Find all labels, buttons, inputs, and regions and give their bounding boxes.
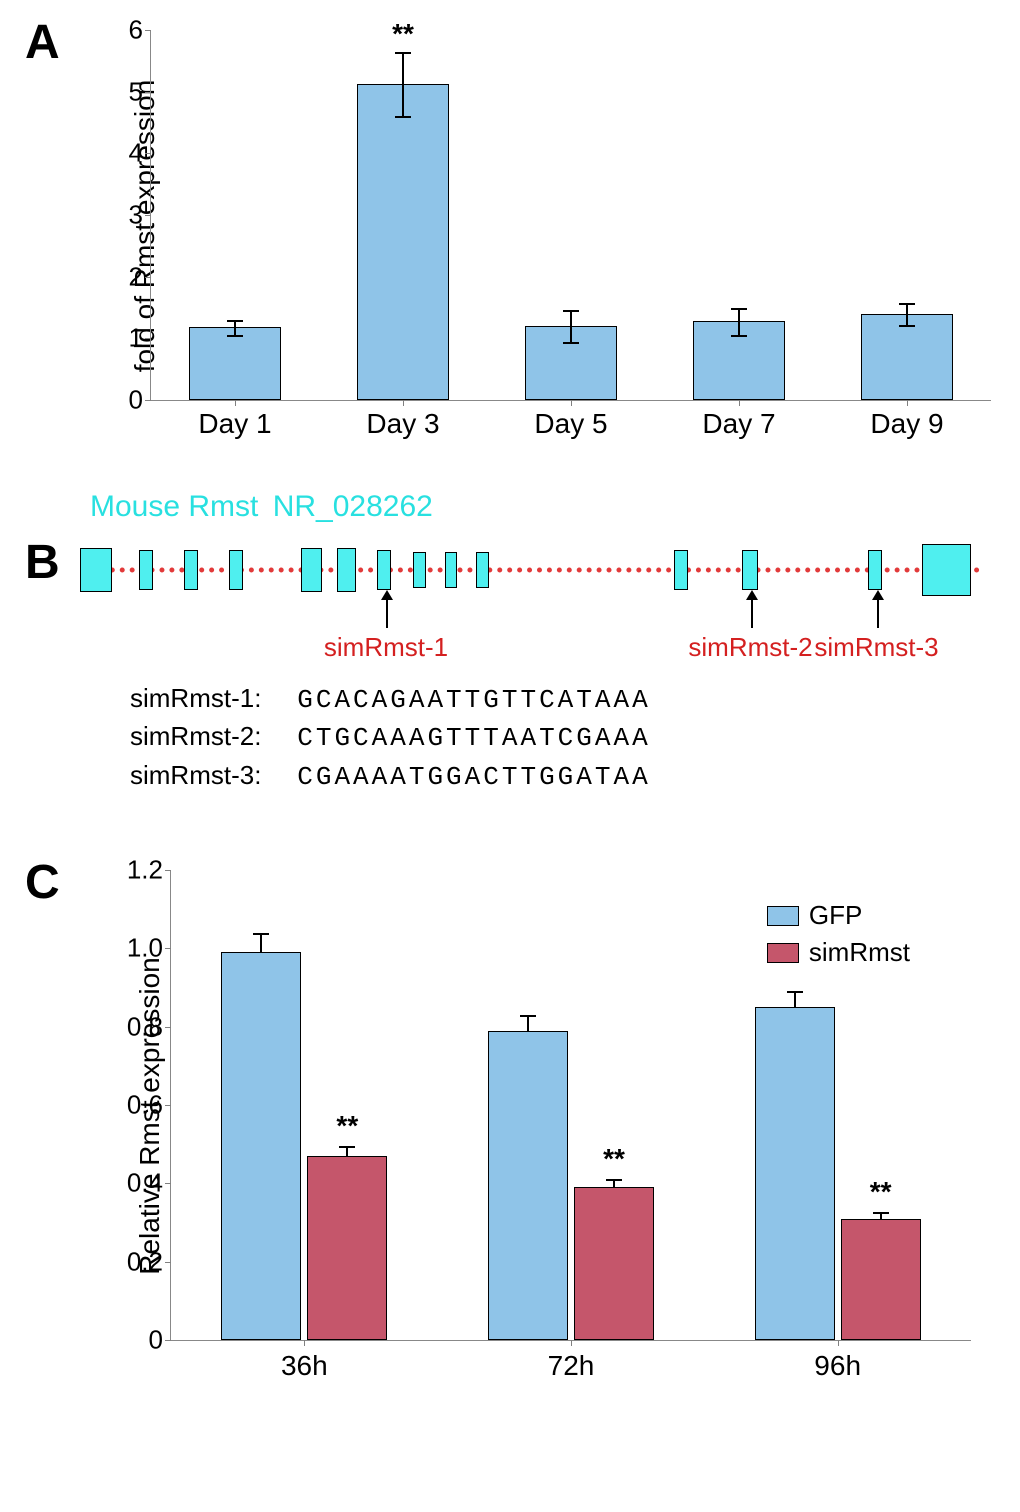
legend-label: simRmst xyxy=(809,937,910,968)
seq-name: simRmst-1: xyxy=(130,680,290,716)
panel-c-label: C xyxy=(25,855,60,910)
significance-marker: ** xyxy=(870,1176,892,1208)
gene-intron-line xyxy=(80,568,980,573)
legend-swatch xyxy=(767,943,799,963)
bar xyxy=(307,1156,387,1340)
panel-a-chart: 0123456Day 1**Day 3Day 5Day 7Day 9 xyxy=(150,30,990,400)
panel-b-label: B xyxy=(25,535,60,590)
exon xyxy=(80,548,112,592)
legend-item: simRmst xyxy=(767,937,910,968)
figure: A fold of Rmst expression 0123456Day 1**… xyxy=(20,20,1000,1420)
seq-value: CGAAAATGGACTTGGATAA xyxy=(297,762,650,792)
xlabel: Day 3 xyxy=(366,408,439,440)
panel-c-chart: 00.20.40.60.81.01.2**36h**72h**96h GFPsi… xyxy=(170,870,970,1340)
sim-label: simRmst-3 xyxy=(814,632,938,663)
sim-label: simRmst-1 xyxy=(324,632,448,663)
panel-b: B Mouse Rmst NR_028262 simRmst-1simRmst-… xyxy=(20,490,1000,840)
exon xyxy=(742,550,758,590)
seq-value: GCACAGAATTGTTCATAAA xyxy=(297,685,650,715)
exon xyxy=(868,550,882,590)
xlabel: Day 9 xyxy=(870,408,943,440)
sim-label: simRmst-2 xyxy=(688,632,812,663)
xlabel: 96h xyxy=(814,1350,861,1382)
panel-c-legend: GFP simRmst xyxy=(767,900,910,974)
arrow-icon xyxy=(386,598,388,628)
panel-a-plot: 0123456Day 1**Day 3Day 5Day 7Day 9 xyxy=(150,30,991,401)
seq-name: simRmst-3: xyxy=(130,757,290,793)
xlabel: 36h xyxy=(281,1350,328,1382)
exon xyxy=(476,552,489,588)
arrow-icon xyxy=(751,598,753,628)
panel-a-label: A xyxy=(25,15,60,70)
exon xyxy=(337,548,357,592)
bar xyxy=(574,1187,654,1340)
legend-label: GFP xyxy=(809,900,862,931)
exon xyxy=(301,548,323,592)
bar xyxy=(189,327,281,400)
exon xyxy=(413,552,426,588)
sequence-row: simRmst-1: GCACAGAATTGTTCATAAA xyxy=(130,680,651,718)
gene-track: simRmst-1simRmst-2simRmst-3 xyxy=(80,540,980,600)
xlabel: Day 1 xyxy=(198,408,271,440)
exon xyxy=(922,544,972,596)
bar xyxy=(221,952,301,1340)
legend-item: GFP xyxy=(767,900,910,931)
xlabel: Day 7 xyxy=(702,408,775,440)
exon xyxy=(377,550,391,590)
xlabel: Day 5 xyxy=(534,408,607,440)
xlabel: 72h xyxy=(548,1350,595,1382)
sequence-block: simRmst-1: GCACAGAATTGTTCATAAAsimRmst-2:… xyxy=(130,680,651,795)
exon xyxy=(184,550,198,590)
seq-value: CTGCAAAGTTTAATCGAAA xyxy=(297,723,650,753)
significance-marker: ** xyxy=(336,1110,358,1142)
significance-marker: ** xyxy=(603,1143,625,1175)
gene-title: Mouse Rmst NR_028262 xyxy=(90,490,433,524)
panel-a: A fold of Rmst expression 0123456Day 1**… xyxy=(20,20,1000,460)
significance-marker: ** xyxy=(392,18,414,50)
exon xyxy=(229,550,243,590)
sequence-row: simRmst-2: CTGCAAAGTTTAATCGAAA xyxy=(130,718,651,756)
bar xyxy=(357,84,449,400)
bar xyxy=(488,1031,568,1340)
gene-accession: NR_028262 xyxy=(273,490,433,523)
seq-name: simRmst-2: xyxy=(130,718,290,754)
bar xyxy=(755,1007,835,1340)
exon xyxy=(445,552,458,588)
arrow-icon xyxy=(877,598,879,628)
legend-swatch xyxy=(767,906,799,926)
gene-name: Mouse Rmst xyxy=(90,490,258,523)
sequence-row: simRmst-3: CGAAAATGGACTTGGATAA xyxy=(130,757,651,795)
exon xyxy=(674,550,688,590)
bar xyxy=(841,1219,921,1340)
panel-c: C Relative Rmst expression 00.20.40.60.8… xyxy=(20,860,1000,1420)
exon xyxy=(139,550,153,590)
